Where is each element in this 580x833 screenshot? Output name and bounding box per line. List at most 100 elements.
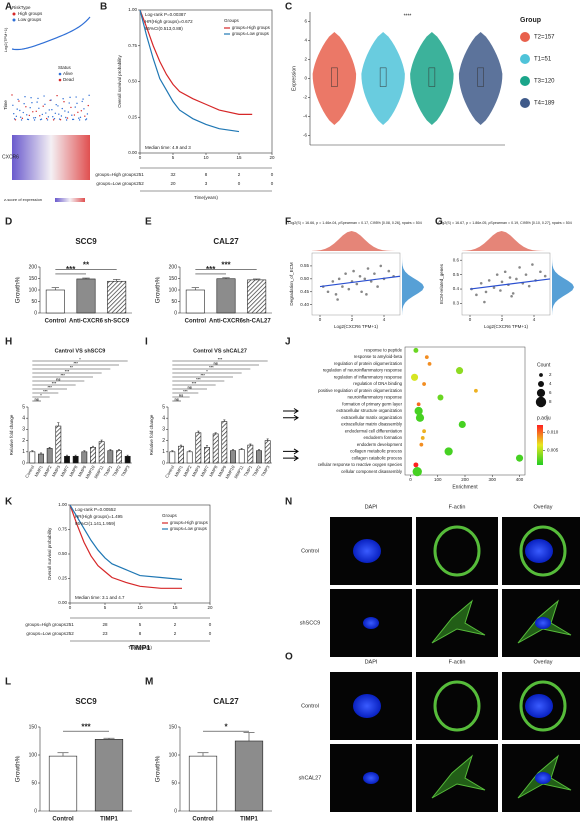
violin — [458, 31, 503, 126]
time-point — [21, 117, 24, 120]
bar — [48, 755, 78, 812]
y-tick-label: 0.45 — [300, 289, 309, 294]
panel-label: F — [285, 217, 291, 228]
significance-label: ns — [179, 394, 183, 398]
nucleus — [535, 617, 551, 629]
point — [483, 300, 486, 304]
y-tick-label: 2 — [304, 57, 307, 62]
row-label: Control — [301, 548, 319, 554]
violin — [312, 31, 357, 126]
risk-count: 2 — [174, 622, 177, 627]
time-point — [30, 97, 32, 99]
bar — [124, 455, 131, 464]
point — [543, 274, 547, 278]
x-tick-label: 0 — [319, 317, 322, 322]
dot — [427, 361, 432, 366]
x-tick-label: TIMP3 — [260, 464, 271, 478]
y-tick-label: 0 — [174, 808, 177, 814]
y-tick-label: 200 — [169, 264, 178, 270]
legend-label: T4=189 — [534, 101, 555, 107]
point — [387, 269, 391, 273]
x-tick-label: 15 — [172, 605, 178, 610]
x-tick-label: TIMP1 — [240, 817, 258, 823]
y-tick-label: 6 — [304, 19, 307, 24]
y-tick-label: 100 — [169, 752, 178, 758]
time-point — [37, 97, 39, 100]
legend-label: 2 — [549, 372, 552, 377]
term-label: response to peptide — [364, 348, 402, 353]
bar — [107, 280, 127, 314]
annotation: HR(High groups)=0.672 — [145, 19, 193, 24]
point — [510, 294, 513, 298]
time-point — [11, 94, 13, 96]
time-point — [24, 96, 26, 98]
dot — [437, 394, 444, 401]
x-tick-label: TIMP2 — [251, 464, 262, 478]
y-tick-label: 150 — [169, 724, 178, 730]
point — [334, 293, 338, 296]
significance-label: * — [206, 370, 208, 374]
x-tick-label: 4 — [383, 317, 386, 322]
time-point — [88, 94, 90, 97]
bar — [178, 445, 184, 464]
y-tick-label: 50 — [171, 299, 177, 305]
density — [402, 253, 424, 315]
dot — [416, 402, 421, 407]
dot — [410, 373, 419, 381]
bar — [90, 447, 96, 464]
time-point — [83, 108, 85, 110]
chart-title: Log2(S) = 16.67, p = 1.86e-05, ρSpearman… — [438, 221, 572, 225]
x-tick-label: Anti-CXCR6 — [209, 319, 244, 325]
bar — [185, 289, 205, 314]
bar — [238, 449, 245, 464]
point — [369, 280, 373, 283]
panel-label: G — [435, 217, 443, 228]
y-tick-label: 0.50 — [300, 276, 309, 281]
median-annotation: Median time: 4.9 and 3 — [145, 145, 191, 150]
y-tick-label: 0.25 — [58, 576, 67, 581]
legend-dot — [538, 381, 544, 387]
survival-curve — [139, 9, 240, 133]
colorbar-label: z-score of expression — [4, 197, 42, 202]
column-label: F-actin — [449, 659, 466, 665]
risk-count: 0 — [209, 622, 212, 627]
x-tick-label: MMP9 — [217, 464, 228, 478]
time-point — [72, 118, 75, 121]
x-tick-label: MMP11 — [93, 464, 105, 479]
time-point — [75, 96, 77, 98]
annotation: Log-rank P=0.00387 — [145, 12, 186, 17]
time-point — [53, 117, 56, 120]
point — [355, 282, 359, 286]
time-point — [23, 102, 25, 105]
box — [428, 67, 436, 87]
legend-dot — [539, 373, 543, 377]
box — [477, 67, 484, 87]
bar — [94, 739, 124, 812]
significance-label: * — [79, 358, 81, 362]
dot — [424, 355, 429, 360]
dot — [422, 429, 426, 434]
chart-title: CAL27 — [213, 697, 239, 706]
chart-title: SCC9 — [75, 697, 97, 706]
time-point — [65, 116, 67, 119]
risk-count: 2 — [174, 631, 177, 636]
dot — [515, 454, 524, 462]
bar — [247, 279, 267, 314]
term-label: extracellular structure organization — [336, 408, 402, 413]
significance-label: *** — [65, 370, 70, 374]
panel-label: A — [5, 2, 12, 13]
annotation: **** — [404, 13, 412, 19]
bar — [188, 755, 218, 812]
y-tick-label: 5 — [22, 404, 25, 410]
time-point — [69, 96, 71, 99]
term-label: endoderm development — [357, 442, 403, 447]
significance-label: ** — [83, 260, 90, 269]
y-tick-label: 0 — [22, 460, 25, 466]
time-point — [67, 111, 70, 113]
y-tick-label: -2 — [303, 95, 307, 100]
point — [499, 289, 502, 292]
time-point — [16, 108, 18, 110]
x-tick-label: MMP1 — [33, 464, 44, 478]
density — [552, 253, 574, 315]
